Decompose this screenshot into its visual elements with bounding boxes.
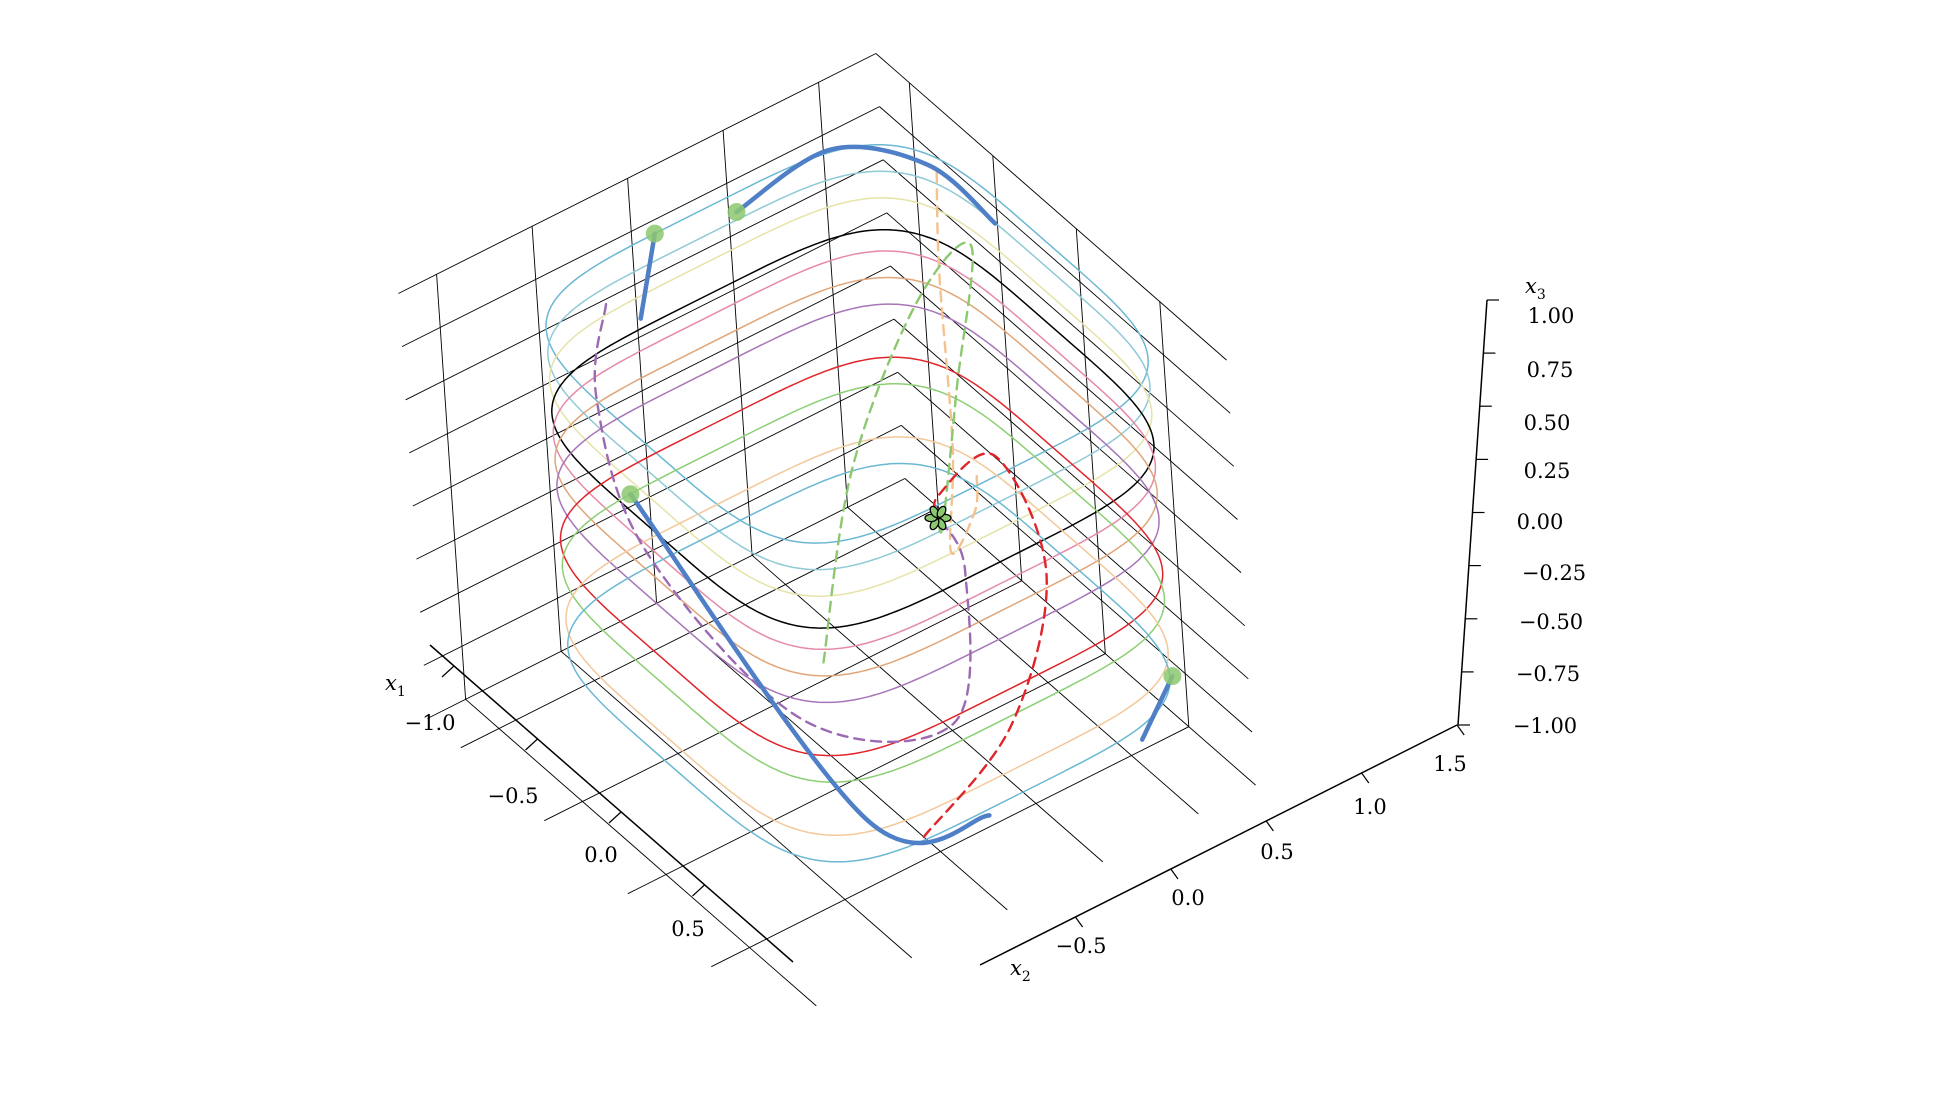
trajectory-dashed — [922, 452, 1048, 839]
level-curve — [545, 143, 1149, 544]
level-curve — [565, 436, 1169, 837]
x1-tick-mark — [692, 884, 705, 897]
x1-tick-mark — [441, 665, 455, 678]
x3-tick-label: 0.75 — [1527, 358, 1574, 382]
markers — [621, 203, 1182, 686]
trajectories — [593, 144, 1175, 846]
x3-tick-label: −0.25 — [1522, 561, 1586, 585]
wall-grid-line — [401, 106, 880, 348]
wall-grid-line — [412, 265, 891, 507]
x2-tick-mark — [1456, 724, 1465, 736]
floor-grid-line — [560, 650, 913, 959]
x2-axis-label: x2 — [1010, 956, 1031, 985]
wall-grid-line — [398, 53, 877, 294]
wall-grid-line — [419, 371, 898, 613]
trajectory-solid — [628, 491, 992, 846]
wall-grid-line — [875, 53, 1227, 361]
floor-grid-line — [627, 653, 1106, 895]
trajectory-dashed — [935, 171, 979, 556]
wall-grid-line — [409, 212, 888, 454]
x1-tick-mark — [608, 811, 622, 824]
wall-grid-line — [901, 425, 1253, 733]
floor-grid-line — [751, 554, 1104, 863]
x3-tick-label: −0.50 — [1519, 610, 1583, 634]
initial-point-marker — [645, 224, 664, 243]
floor-grid-line — [460, 507, 939, 749]
x3-axis-label: x3 — [1525, 274, 1546, 303]
floor-grid-line — [465, 698, 817, 1007]
x3-tick-label: 0.25 — [1524, 459, 1571, 483]
x2-axis-line — [979, 724, 1458, 966]
x2-tick-label: 0.0 — [1171, 886, 1204, 910]
level-curve — [556, 303, 1160, 704]
wall-grid-line — [890, 265, 1242, 573]
level-curve — [551, 228, 1155, 629]
trajectory-solid — [734, 144, 998, 226]
wall-grid-line — [405, 159, 884, 401]
x3-tick-label: 0.50 — [1524, 411, 1571, 435]
x1-tick-mark — [525, 738, 538, 751]
x3-tick-label: −0.75 — [1516, 662, 1580, 686]
floor-grid-line — [544, 580, 1023, 822]
level-curve — [554, 276, 1158, 677]
initial-point-marker — [1163, 667, 1182, 686]
x1-tick-label: 0.0 — [584, 843, 617, 867]
x2-tick-label: 1.0 — [1353, 795, 1386, 819]
x1-tick-label: −0.5 — [488, 784, 539, 808]
wall-grid-line — [893, 318, 1245, 627]
x1-axis-label: x1 — [385, 671, 406, 700]
wall-grid-line — [882, 159, 1235, 467]
x2-tick-label: 1.5 — [1433, 752, 1466, 776]
x1-tick-label: −1.0 — [405, 711, 456, 735]
pane-grid — [398, 53, 1256, 1007]
floor-grid-line — [847, 506, 1199, 815]
axes: −1.0 −0.5 0.0 0.5 x1 −0.5 0.0 0.5 1.0 1.… — [385, 274, 1586, 985]
wall-grid-line — [879, 106, 1231, 414]
equilibrium-marker — [924, 505, 952, 531]
level-curve — [567, 462, 1171, 863]
trajectory-solid — [638, 231, 658, 321]
floor-grid-line — [711, 726, 1190, 968]
x1-tick-label: 0.5 — [671, 917, 704, 941]
level-curve — [552, 250, 1157, 651]
wall-grid-line — [423, 424, 902, 666]
x2-tick-mark — [1361, 772, 1370, 784]
initial-point-marker — [621, 485, 640, 504]
x1-axis-line — [429, 644, 794, 963]
equilibrium-petal — [936, 505, 947, 519]
x2-tick-mark — [1265, 820, 1274, 832]
level-curves — [545, 143, 1171, 863]
level-curve — [548, 197, 1153, 597]
level-curve — [561, 383, 1166, 783]
x2-tick-mark — [1074, 916, 1084, 928]
level-curve — [547, 170, 1151, 571]
x2-tick-label: 0.5 — [1260, 840, 1293, 864]
trajectory-solid — [1139, 673, 1175, 742]
trajectory-dashed — [822, 241, 974, 664]
trajectory-dashed — [593, 302, 972, 744]
x3-tick-label: 0.00 — [1517, 510, 1564, 534]
wall-grid-line — [427, 478, 906, 719]
x2-tick-label: −0.5 — [1056, 934, 1107, 958]
x3-tick-label: 1.00 — [1528, 304, 1575, 328]
wall-grid-line — [416, 318, 895, 560]
wall-grid-line — [904, 478, 1256, 786]
level-curve — [559, 356, 1164, 757]
wall-grid-line — [886, 212, 1238, 520]
x2-tick-mark — [1170, 868, 1179, 880]
x3-tick-label: −1.00 — [1513, 714, 1577, 738]
initial-point-marker — [727, 203, 746, 221]
